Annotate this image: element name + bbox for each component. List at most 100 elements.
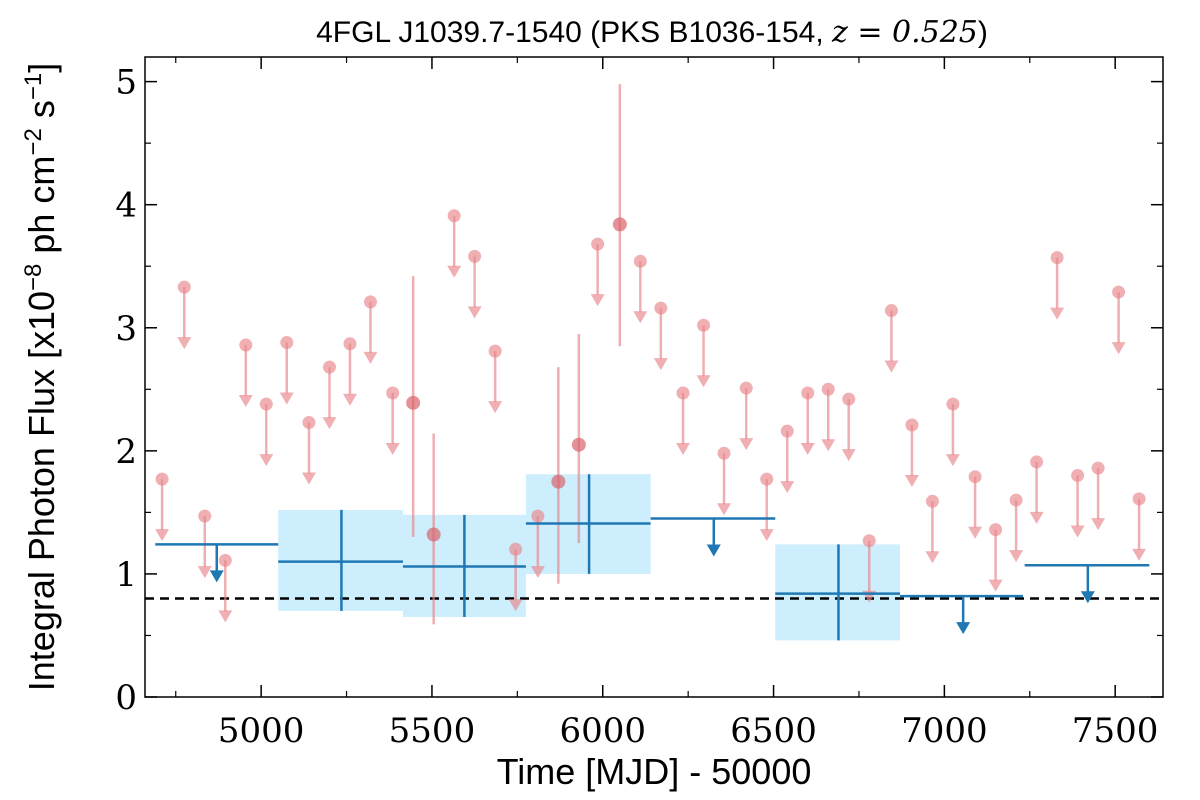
- short-bin-upper-limit-10-head: [363, 351, 378, 364]
- short-bin-upper-limit-marker-41: [1112, 285, 1126, 299]
- long-bin-upper-limit-2-head: [956, 622, 971, 635]
- short-bin-upper-limit-marker-7: [302, 416, 316, 430]
- short-bin-upper-limit-41-head: [1111, 342, 1126, 355]
- x-tick-label-4: 7000: [901, 711, 988, 751]
- short-bin-detection-point-3: [571, 437, 586, 452]
- chart-title-redshift: z = 0.525: [831, 15, 978, 50]
- x-tick-label-1: 5500: [389, 711, 476, 751]
- short-bin-upper-limit-marker-1: [177, 280, 191, 294]
- y-axis-label-part-1: Integral Photon Flux [x10: [21, 291, 62, 691]
- short-bin-upper-limit-37-head: [1029, 511, 1044, 524]
- short-bin-upper-limit-15-head: [508, 599, 523, 612]
- long-bin-upper-limit-3-head: [1080, 591, 1095, 604]
- y-tick-label-2: 2: [115, 432, 137, 472]
- plot-frame: [144, 56, 1164, 698]
- short-bin-upper-limit-marker-13: [468, 249, 482, 263]
- short-bin-upper-limit-4-head: [238, 395, 253, 407]
- short-bin-upper-limit-marker-14: [488, 344, 502, 358]
- short-bin-upper-limit-marker-12: [447, 209, 461, 223]
- short-bin-upper-limit-21-head: [696, 375, 711, 388]
- y-axis-label-part-4: ]: [21, 63, 62, 73]
- short-bin-upper-limit-9-head: [342, 393, 357, 406]
- short-bin-upper-limit-marker-22: [717, 446, 731, 460]
- short-bin-upper-limit-32-head: [925, 551, 940, 564]
- chart-title-close: ): [978, 16, 988, 49]
- short-bin-upper-limit-marker-3: [218, 553, 232, 567]
- short-bin-upper-limit-31-head: [904, 475, 919, 487]
- short-bin-upper-limit-marker-24: [760, 472, 774, 486]
- short-bin-upper-limit-2-head: [197, 566, 212, 579]
- short-bin-upper-limit-30-head: [884, 360, 899, 373]
- y-tick-label-5: 5: [115, 63, 137, 103]
- x-tick-label-3: 6500: [730, 711, 817, 751]
- x-tick-label-2: 6000: [559, 711, 646, 751]
- short-bin-upper-limit-marker-31: [905, 418, 919, 432]
- short-bin-upper-limit-marker-17: [591, 237, 605, 251]
- axis-ticks: 5000 5500 6000 6500 7000 7500 0 1 2 3 4 5: [115, 57, 1163, 751]
- short-bin-upper-limit-marker-29: [862, 534, 876, 548]
- short-bin-upper-limit-25-head: [780, 481, 795, 494]
- short-bin-upper-limit-34-head: [968, 526, 983, 539]
- short-bin-upper-limit-35-head: [988, 579, 1003, 592]
- short-bin-upper-limit-1-head: [177, 337, 192, 350]
- short-bin-upper-limit-marker-0: [155, 472, 169, 486]
- short-bin-upper-limit-marker-38: [1050, 251, 1064, 265]
- short-bin-upper-limit-marker-21: [697, 318, 711, 332]
- short-bin-upper-limit-8-head: [322, 417, 337, 430]
- short-bin-upper-limit-marker-36: [1009, 493, 1023, 507]
- short-bin-upper-limit-33-head: [945, 454, 960, 467]
- short-bin-upper-limit-marker-15: [509, 542, 523, 556]
- short-bin-upper-limit-marker-5: [259, 397, 273, 411]
- short-bin-upper-limit-36-head: [1009, 550, 1024, 563]
- x-axis-label: Time [MJD] - 50000: [497, 751, 812, 792]
- short-bin-upper-limit-marker-35: [989, 523, 1003, 537]
- y-tick-label-1: 1: [115, 555, 137, 595]
- y-axis-label: Integral Photon Flux [x10−8 ph cm−2 s−1]: [20, 63, 63, 691]
- short-bin-upper-limit-marker-16: [531, 509, 545, 523]
- short-bin-upper-limit-23-head: [739, 438, 754, 451]
- short-bin-upper-limit-27-head: [821, 439, 836, 452]
- short-bin-upper-limit-marker-2: [198, 509, 212, 523]
- short-bin-upper-limit-marker-25: [780, 424, 794, 438]
- short-bin-upper-limit-marker-30: [884, 304, 898, 318]
- short-bin-upper-limit-3-head: [218, 610, 233, 623]
- x-tick-label-5: 7500: [1072, 711, 1159, 751]
- y-axis-label-exp-2: −2: [20, 128, 47, 155]
- chart-title-text: 4FGL J1039.7-1540 (PKS B1036-154,: [316, 16, 832, 49]
- plot-area: [145, 84, 1163, 641]
- short-bin-upper-limit-marker-4: [239, 338, 253, 352]
- short-bin-upper-limit-12-head: [447, 265, 462, 278]
- y-axis-label-exp-1: −8: [20, 264, 47, 291]
- short-bin-upper-limit-marker-19: [654, 301, 668, 315]
- short-bin-upper-limit-19-head: [653, 358, 668, 371]
- short-bin-upper-limit-39-head: [1070, 525, 1085, 538]
- short-bin-upper-limit-38-head: [1050, 307, 1065, 320]
- short-bin-upper-limit-40-head: [1091, 518, 1106, 531]
- short-bin-upper-limit-7-head: [301, 472, 316, 485]
- y-axis-label-part-2: ph cm: [21, 156, 62, 264]
- long-bin-upper-limit-0-head: [209, 570, 224, 583]
- short-bin-upper-limit-42-head: [1132, 548, 1147, 561]
- short-bin-upper-limit-marker-37: [1030, 455, 1044, 469]
- short-bin-upper-limit-13-head: [467, 306, 482, 319]
- short-bin-upper-limit-marker-23: [739, 381, 753, 395]
- short-bin-upper-limit-marker-11: [386, 386, 400, 400]
- short-bin-detection-point-1: [426, 527, 441, 542]
- x-tick-label-0: 5000: [218, 711, 305, 751]
- short-bin-upper-limit-18-head: [633, 311, 648, 324]
- short-bin-upper-limit-marker-32: [925, 494, 939, 508]
- short-bin-upper-limit-marker-27: [821, 382, 835, 396]
- short-bin-upper-limit-5-head: [259, 454, 274, 467]
- short-bin-upper-limit-marker-20: [676, 386, 690, 400]
- short-bin-upper-limit-marker-33: [946, 397, 960, 411]
- short-bin-upper-limit-marker-39: [1071, 468, 1085, 482]
- y-axis-label-part-3: s: [21, 100, 62, 128]
- short-bin-upper-limit-marker-8: [322, 360, 336, 374]
- short-bin-detection-point-0: [406, 395, 421, 410]
- short-bin-upper-limit-22-head: [717, 503, 732, 516]
- short-bin-detection-point-2: [551, 474, 566, 489]
- short-bin-upper-limit-marker-10: [363, 295, 377, 309]
- short-bin-upper-limit-marker-34: [968, 470, 982, 484]
- short-bin-upper-limit-6-head: [279, 392, 294, 405]
